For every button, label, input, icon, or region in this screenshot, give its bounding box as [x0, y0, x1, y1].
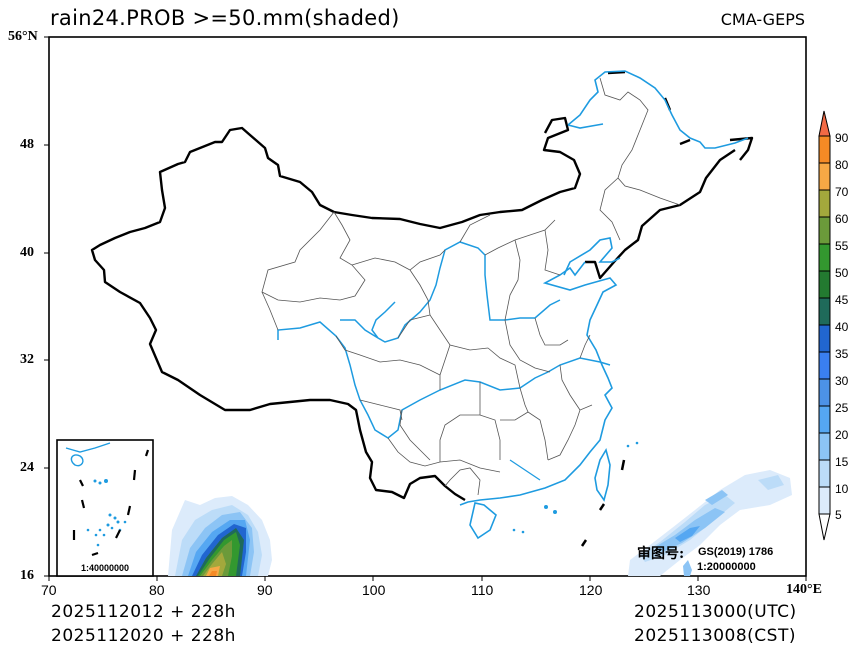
y-tick-40: 40 [20, 245, 34, 260]
coastline [459, 261, 618, 540]
x-tick-130: 130 [687, 582, 711, 598]
taiwan-coast [594, 447, 611, 502]
main-map-scale: 1:20000000 [697, 561, 756, 573]
colorbar-label: 90 [835, 131, 849, 145]
y-axis-ticks [44, 36, 49, 577]
y-tick-32: 32 [20, 352, 34, 367]
colorbar-label: 5 [835, 508, 842, 522]
x-tick-110: 110 [471, 582, 494, 598]
colorbar-label: 70 [835, 185, 849, 199]
boundary-river [567, 70, 749, 149]
x-tick-100: 100 [362, 582, 386, 598]
x-tick-140: 140°E [786, 582, 822, 597]
inset-map-scale: 1:40000000 [81, 563, 130, 573]
colorbar-label: 15 [835, 455, 849, 469]
x-tick-80: 80 [149, 582, 165, 598]
chart-title: rain24.PROB >=50.mm(shaded) [50, 6, 400, 30]
y-tick-24: 24 [20, 460, 34, 475]
island-dots [512, 441, 639, 534]
model-name: CMA-GEPS [720, 10, 805, 29]
colorbar-label: 45 [835, 293, 849, 307]
x-tick-120: 120 [579, 582, 603, 598]
x-tick-90: 90 [257, 582, 273, 598]
approval-code: GS(2019) 1786 [698, 546, 774, 558]
colorbar-label: 10 [835, 482, 849, 496]
init-time-utc: 2025112012 + 228h [51, 602, 236, 622]
approval-label: 审图号: [637, 546, 685, 562]
y-tick-56: 56°N [8, 29, 38, 44]
precip-shading-pacific [628, 470, 792, 576]
init-time-cst: 2025112020 + 228h [51, 626, 236, 646]
colorbar-label: 40 [835, 320, 849, 334]
x-axis-ticks [48, 576, 807, 581]
precip-shading-bengal [168, 496, 272, 576]
map-frame [48, 36, 807, 577]
colorbar-label: 25 [835, 401, 849, 415]
colorbar-label: 35 [835, 347, 849, 361]
y-tick-16: 16 [20, 568, 34, 583]
colorbar-label: 20 [835, 428, 849, 442]
valid-time-utc: 2025113000(UTC) [634, 602, 797, 622]
x-tick-70: 70 [41, 582, 57, 598]
valid-time-cst: 2025113008(CST) [634, 626, 796, 646]
colorbar-label: 80 [835, 158, 849, 172]
y-tick-48: 48 [20, 137, 34, 152]
colorbar [818, 110, 831, 541]
colorbar-label: 30 [835, 374, 849, 388]
colorbar-label: 60 [835, 212, 849, 226]
colorbar-label: 50 [835, 266, 849, 280]
province-borders [261, 77, 681, 496]
bohai-coast [563, 237, 621, 276]
dash-line-segments [580, 459, 626, 547]
pearl-river [509, 459, 541, 481]
colorbar-label: 55 [835, 239, 849, 253]
scs-inset [56, 439, 154, 577]
